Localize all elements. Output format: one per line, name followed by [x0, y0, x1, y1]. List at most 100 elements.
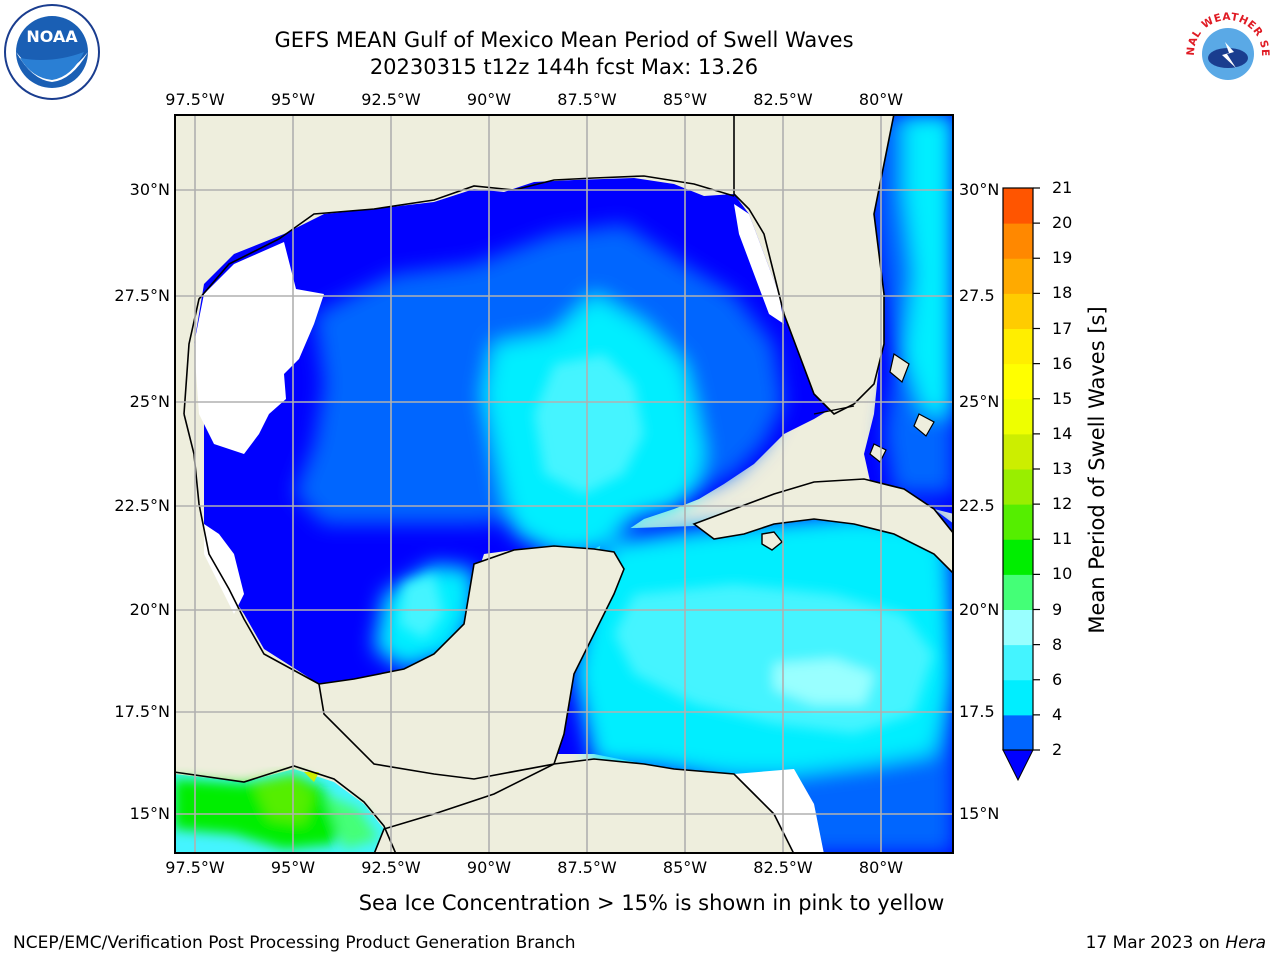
footer-date-host: 17 Mar 2023 on Hera: [1086, 933, 1266, 953]
tick-label: 17.5°N: [114, 702, 170, 721]
tick-label: 20°N: [129, 600, 170, 619]
colorbar-tick-label: 4: [1052, 704, 1063, 724]
band-8-9s-caribbean: [774, 659, 874, 704]
cuba-landmass: [692, 478, 954, 576]
footer-host: Hera: [1225, 933, 1266, 953]
swell-period-map: [174, 114, 954, 854]
tick-label: 80°W: [858, 858, 904, 877]
graticule: [174, 114, 954, 854]
us-gulf-coastline: [183, 175, 735, 415]
caption: Sea Ice Concentration > 15% is shown in …: [358, 891, 945, 915]
tick-label: 30°N: [129, 180, 170, 199]
colorbar-segment: [1003, 433, 1033, 470]
tick-label: 85°W: [662, 90, 708, 109]
florida-keys: [813, 405, 855, 415]
colorbar-segment: [1003, 469, 1033, 505]
tick-label: 90°W: [466, 90, 512, 109]
mexico-pacific-coastline: [174, 765, 397, 854]
colorbar-tick-label: 20: [1052, 213, 1073, 233]
colorbar-segment: [1003, 188, 1033, 224]
tick-label: 92.5°W: [361, 858, 421, 877]
colorbar: [1002, 187, 1040, 782]
tick-label: 22.5°N: [114, 496, 170, 515]
colorbar-tick-label: 11: [1052, 529, 1073, 549]
swell-period-highlights: [399, 354, 934, 734]
colorbar-segment: [1003, 609, 1033, 646]
missing-data-honduras-coast: [734, 769, 824, 854]
footer-producer: NCEP/EMC/Verification Post Processing Pr…: [13, 933, 576, 953]
tick-label: 90°W: [466, 858, 512, 877]
chart-subtitle: 20230315 t12z 144h fcst Max: 13.26: [369, 55, 759, 79]
tick-label: 80°W: [858, 90, 904, 109]
yucatan-landmass: [318, 545, 625, 780]
tick-label: 87.5°W: [557, 858, 617, 877]
noaa-logo-text: NOAA: [26, 27, 78, 46]
tick-label: 82.5°W: [753, 90, 813, 109]
tick-label: 85°W: [662, 858, 708, 877]
pacific-coast-12-13s: [304, 772, 319, 782]
colorbar-segment: [1003, 328, 1033, 365]
florida-landmass: [733, 114, 895, 415]
band-6-8s-central: [534, 354, 644, 494]
chart-title: GEFS MEAN Gulf of Mexico Mean Period of …: [274, 28, 854, 52]
missing-data-campeche: [204, 524, 244, 614]
colorbar-segment: [1003, 574, 1033, 610]
colorbar-segment: [1003, 504, 1033, 540]
bahamas-islands: [869, 353, 935, 463]
colorbar-segment: [1003, 363, 1033, 400]
colorbar-segment: [1003, 293, 1033, 329]
map-frame: [174, 114, 954, 854]
colorbar-tick-label: 6: [1052, 669, 1063, 689]
colorbar-tick-label: 12: [1052, 494, 1073, 514]
tick-label: 97.5°W: [165, 90, 225, 109]
colorbar-under-triangle: [1002, 749, 1034, 782]
colorbar-tick-label: 14: [1052, 423, 1073, 443]
colorbar-tick-label: 13: [1052, 459, 1073, 478]
tick-label: 30°N: [959, 180, 1000, 199]
colorbar-tick-label: 18: [1052, 283, 1073, 303]
colorbar-segment: [1003, 223, 1033, 259]
isle-of-youth: [761, 531, 783, 551]
noaa-logo: NOAA: [4, 4, 100, 100]
tick-label: 22.5: [959, 496, 995, 515]
colorbar-segment: [1003, 644, 1033, 681]
tick-label: 95°W: [270, 90, 316, 109]
colorbar-tick-label: 15: [1052, 388, 1073, 408]
tick-label: 25°N: [129, 392, 170, 411]
colorbar-segment: [1003, 258, 1033, 294]
missing-data-florida-coast: [734, 204, 784, 324]
tick-label: 92.5°W: [361, 90, 421, 109]
colorbar-segment: [1003, 679, 1033, 716]
colorbar-tick-label: 9: [1052, 599, 1063, 619]
colorbar-tick-label: 17: [1052, 318, 1073, 338]
tick-label: 20°N: [959, 600, 1000, 619]
tick-label: 27.5: [959, 286, 995, 305]
pacific-11-12s: [254, 776, 314, 824]
band-4-6s-atlantic: [904, 114, 954, 414]
colorbar-tick-label: 16: [1052, 353, 1073, 373]
tick-label: 95°W: [270, 858, 316, 877]
tick-label: 82.5°W: [753, 858, 813, 877]
colorbar-segment: [1003, 398, 1033, 435]
colorbar-segment: [1003, 539, 1033, 575]
tick-label: 15°N: [959, 804, 1000, 823]
band-6-8s-campeche: [399, 574, 444, 639]
tick-label: 87.5°W: [557, 90, 617, 109]
colorbar-tick-label: 10: [1052, 564, 1073, 584]
tick-label: 27.5°N: [114, 286, 170, 305]
colorbar-tick-label: 21: [1052, 178, 1073, 197]
colorbar-tick-label: 8: [1052, 634, 1063, 654]
pacific-9-10s: [324, 794, 379, 849]
colorbar-tick-label: 19: [1052, 248, 1073, 268]
colorbar-title: Mean Period of Swell Waves [s]: [1085, 306, 1109, 634]
colorbar-tick-label: 2: [1052, 740, 1063, 759]
tick-label: 25°N: [959, 392, 1000, 411]
tick-label: 15°N: [129, 804, 170, 823]
tick-label: 97.5°W: [165, 858, 225, 877]
pacific-bands: [174, 774, 379, 849]
colorbar-segment: [1003, 714, 1033, 751]
missing-data-nw-gulf: [194, 242, 324, 454]
footer-date: 17 Mar 2023 on: [1085, 933, 1226, 953]
tick-label: 17.5: [959, 702, 995, 721]
nws-logo: NATIONAL WEATHER SERVICE: [1178, 2, 1275, 99]
